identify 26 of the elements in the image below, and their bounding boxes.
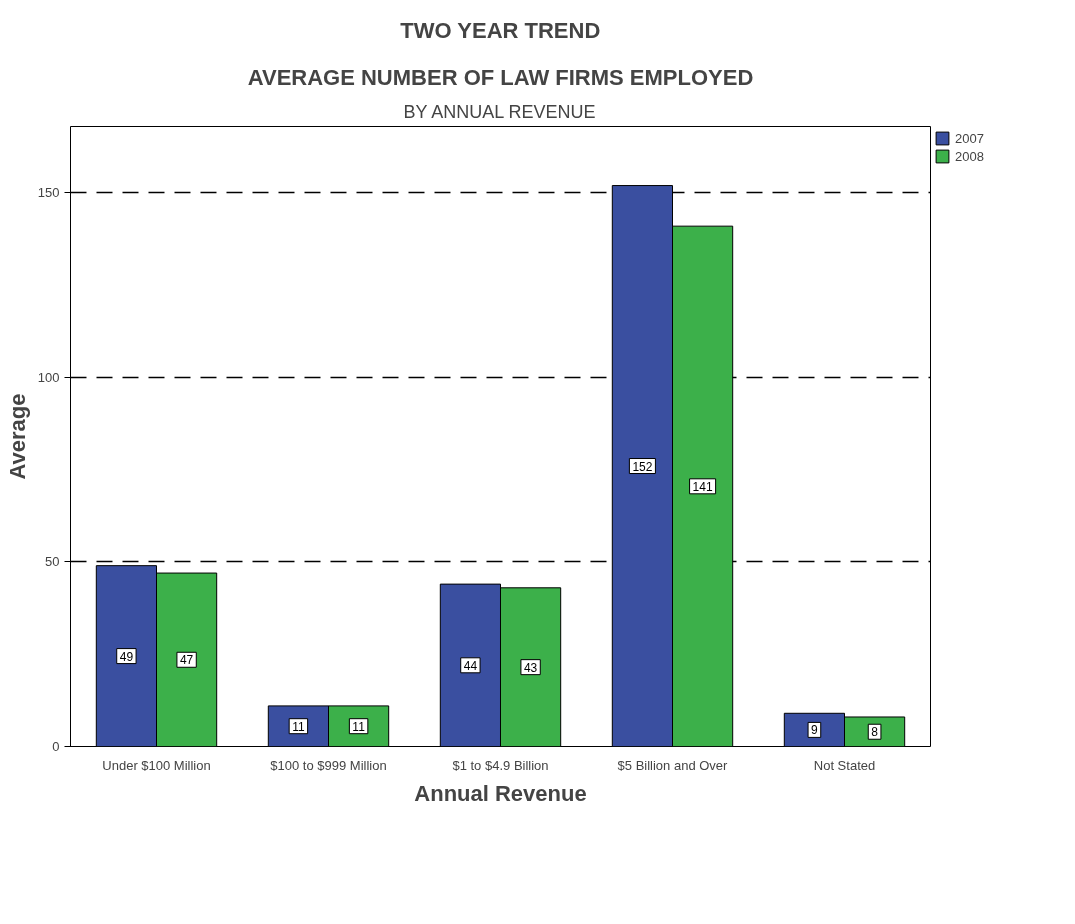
chart-title: TWO YEAR TREND	[400, 17, 601, 43]
data-label: 152	[632, 459, 653, 474]
legend-label: 2008	[955, 148, 984, 164]
text: BY ANNUAL REVENUE	[403, 101, 596, 122]
x-tick-label: Not Stated	[813, 757, 876, 773]
chart-subtitle: AVERAGE NUMBER OF LAW FIRMS EMPLOYED	[247, 64, 754, 90]
y-tick-label: 150	[37, 185, 60, 201]
data-label: 11	[292, 719, 305, 734]
data-label: 141	[692, 479, 713, 494]
legend-label: 2007	[955, 130, 984, 146]
x-tick-label: $1 to $4.9 Billion	[452, 757, 549, 773]
data-label: 49	[119, 649, 134, 664]
x-tick-label: $5 Billion and Over	[617, 757, 729, 773]
x-tick-label: $100 to $999 Million	[270, 757, 387, 773]
x-axis-title: Annual Revenue	[414, 780, 587, 806]
y-tick-label: 0	[52, 739, 60, 754]
x-tick-label: Under $100 Million	[102, 757, 211, 773]
data-label: 47	[179, 653, 194, 668]
y-axis-title: Average	[4, 393, 30, 480]
data-label: 44	[463, 658, 478, 673]
data-label: 9	[811, 723, 819, 738]
data-label: 8	[871, 725, 879, 740]
y-tick-label: 100	[37, 369, 60, 385]
y-tick-label: 50	[45, 554, 60, 570]
data-label: 43	[523, 660, 538, 675]
data-label: 11	[352, 719, 366, 734]
